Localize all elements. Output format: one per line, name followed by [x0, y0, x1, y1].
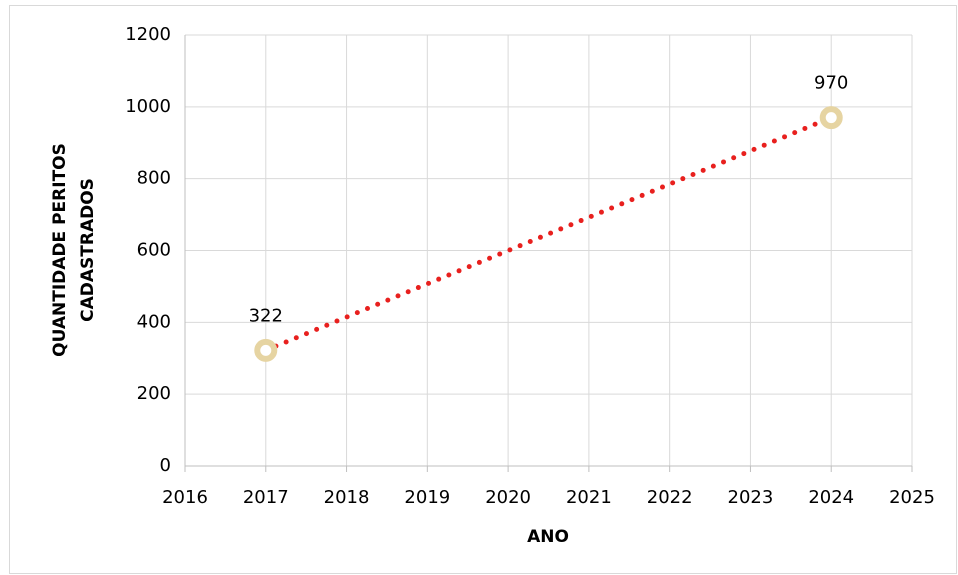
data-label: 322	[249, 305, 283, 326]
x-tick-label: 2019	[404, 487, 450, 508]
chart-frame	[9, 5, 957, 574]
y-tick-label: 600	[137, 240, 171, 261]
x-tick-label: 2025	[889, 487, 935, 508]
x-tick-label: 2024	[808, 487, 854, 508]
y-tick-label: 1000	[125, 96, 171, 117]
y-tick-label: 200	[137, 383, 171, 404]
x-tick-label: 2023	[728, 487, 774, 508]
y-tick-label: 400	[137, 311, 171, 332]
x-axis-title: ANO	[527, 527, 569, 547]
y-axis-title-line: CADASTRADOS	[78, 178, 98, 322]
x-tick-label: 2017	[243, 487, 289, 508]
trend-line	[263, 115, 834, 353]
x-tick-label: 2022	[647, 487, 693, 508]
y-tick-label: 800	[137, 168, 171, 189]
y-axis-title-line: QUANTIDADE PERITOS	[50, 143, 70, 357]
y-tick-label: 0	[160, 455, 171, 476]
y-tick-label: 1200	[125, 24, 171, 45]
y-axis-title: QUANTIDADE PERITOS CADASTRADOS	[50, 143, 98, 357]
x-tick-label: 2016	[162, 487, 208, 508]
x-tick-label: 2021	[566, 487, 612, 508]
x-tick-label: 2018	[324, 487, 370, 508]
x-tick-label: 2020	[485, 487, 531, 508]
point	[819, 106, 843, 130]
data-label: 970	[814, 73, 848, 94]
point	[254, 338, 278, 362]
